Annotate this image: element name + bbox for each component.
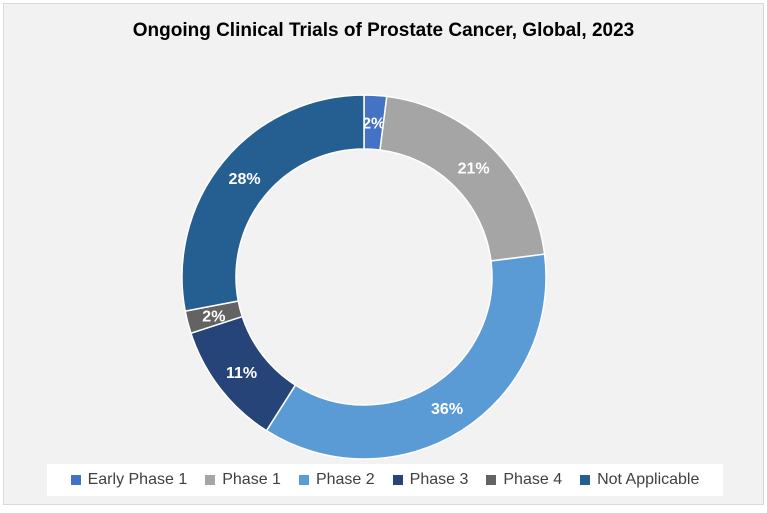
legend-label: Phase 3	[409, 471, 469, 488]
legend-label: Early Phase 1	[87, 471, 188, 488]
legend-swatch	[298, 475, 309, 485]
data-label-early-phase-1: 2%	[362, 115, 385, 132]
data-label-phase-1: 21%	[458, 160, 490, 177]
legend-item-phase-2: Phase 2	[298, 471, 375, 489]
legend-swatch	[70, 475, 81, 485]
legend-item-phase-3: Phase 3	[392, 471, 469, 489]
donut-chart: 2% 21% 36% 11% 2% 28%	[181, 94, 547, 460]
legend-label: Phase 4	[503, 471, 563, 488]
data-label-not-applicable: 28%	[229, 171, 261, 188]
legend-swatch	[392, 475, 403, 485]
legend-item-early-phase-1: Early Phase 1	[70, 471, 188, 489]
legend-item-phase-1: Phase 1	[205, 471, 281, 489]
slice-phase-1	[379, 95, 546, 262]
legend-swatch	[205, 475, 216, 485]
legend-swatch	[580, 475, 591, 485]
slice-not-applicable	[181, 94, 365, 312]
slice-phase-2	[265, 253, 547, 460]
legend: Early Phase 1 Phase 1 Phase 2 Phase 3 Phase …	[47, 464, 723, 496]
legend-item-phase-4: Phase 4	[486, 471, 562, 489]
data-label-phase-2: 36%	[431, 401, 463, 418]
legend-label: Phase 2	[315, 471, 375, 488]
legend-swatch	[486, 475, 497, 485]
chart-area: Ongoing Clinical Trials of Prostate Canc…	[3, 3, 764, 505]
data-label-phase-3: 11%	[226, 365, 257, 382]
chart-title: Ongoing Clinical Trials of Prostate Canc…	[132, 20, 635, 41]
legend-label: Not Applicable	[597, 471, 700, 488]
legend-item-not-applicable: Not Applicable	[580, 471, 699, 489]
data-label-phase-4: 2%	[202, 309, 225, 326]
legend-label: Phase 1	[222, 471, 281, 488]
